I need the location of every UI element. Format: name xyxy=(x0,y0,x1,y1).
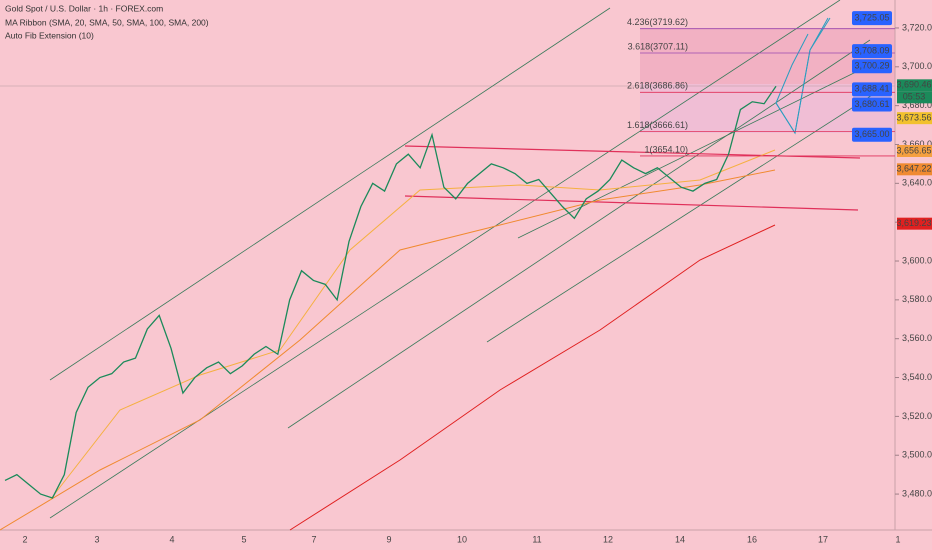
symbol-title: Gold Spot / U.S. Dollar · 1h · FOREX.com xyxy=(5,3,163,13)
axis-tag xyxy=(897,217,932,230)
x-tick-label: 17 xyxy=(818,534,828,544)
x-tick-label: 5 xyxy=(241,534,246,544)
channel-line xyxy=(287,39,871,429)
ma-200 xyxy=(289,224,776,531)
indicator-label: MA Ribbon (SMA, 20, SMA, 50, SMA, 100, S… xyxy=(5,17,209,27)
target-tag xyxy=(852,11,892,26)
x-tick-label: 16 xyxy=(747,534,757,544)
projection xyxy=(775,17,831,135)
channel-line xyxy=(49,7,611,381)
target-tag-label: 3,708.09 xyxy=(854,45,889,55)
y-tick-label: 3,500.00 xyxy=(902,450,932,460)
axis-tag xyxy=(897,79,932,92)
channel-line xyxy=(49,0,841,519)
x-tick-label: 12 xyxy=(603,534,613,544)
target-tag xyxy=(852,127,892,142)
ma-50 xyxy=(49,149,776,501)
target-tag xyxy=(852,59,892,74)
axis-tag-label: 3,673.56 xyxy=(896,113,931,123)
axis-tag-label: 3,647.22 xyxy=(896,164,931,174)
target-tag-label: 3,688.41 xyxy=(854,84,889,94)
fib-label: 1.618(3666.61) xyxy=(627,120,688,130)
axis-tag-label: 3,619.23 xyxy=(896,218,931,228)
y-tick-label: 3,520.00 xyxy=(902,411,932,421)
fib-label: 1(3654.10) xyxy=(644,144,688,154)
y-tick-label: 3,580.00 xyxy=(902,294,932,304)
axis-tag-label: 3,690.46 xyxy=(896,80,931,90)
x-tick-label: 14 xyxy=(675,534,685,544)
axis-tag xyxy=(897,144,932,157)
y-tick-label: 3,720.00 xyxy=(902,22,932,32)
target-tag xyxy=(852,44,892,59)
countdown: 05:53 xyxy=(903,92,926,102)
axis-tag-label: 3,656.65 xyxy=(896,145,931,155)
target-tag-label: 3,665.00 xyxy=(854,129,889,139)
price-line xyxy=(4,85,777,499)
y-tick-label: 3,560.00 xyxy=(902,333,932,343)
y-tick-label: 3,660.00 xyxy=(902,139,932,149)
x-tick-label: 11 xyxy=(532,534,541,544)
axis-tag xyxy=(897,163,932,176)
y-tick-label: 3,480.00 xyxy=(902,488,932,498)
target-tag-label: 3,700.29 xyxy=(854,61,889,71)
axis-tag xyxy=(897,112,932,125)
target-tag-label: 3,725.05 xyxy=(854,13,889,23)
x-tick-label: 4 xyxy=(169,534,174,544)
x-tick-label: 3 xyxy=(94,534,99,544)
x-tick-label: 2 xyxy=(22,534,27,544)
target-tag-label: 3,680.61 xyxy=(854,99,889,109)
indicator-label: Auto Fib Extension (10) xyxy=(5,30,94,40)
y-tick-label: 3,540.00 xyxy=(902,372,932,382)
y-tick-label: 3,700.00 xyxy=(902,61,932,71)
fib-label: 2.618(3686.86) xyxy=(627,81,688,91)
ma-100 xyxy=(0,169,776,531)
x-tick-label: 1 xyxy=(895,534,900,544)
countdown-box xyxy=(897,91,932,104)
range-line xyxy=(404,195,859,211)
projection xyxy=(775,33,809,104)
x-tick-label: 9 xyxy=(386,534,391,544)
y-tick-label: 3,600.00 xyxy=(902,255,932,265)
target-tag xyxy=(852,97,892,112)
y-tick-label: 3,640.00 xyxy=(902,178,932,188)
target-tag xyxy=(852,82,892,97)
fib-label: 3.618(3707.11) xyxy=(628,41,688,51)
x-tick-label: 7 xyxy=(311,534,316,544)
y-tick-label: 3,680.00 xyxy=(902,100,932,110)
x-tick-label: 10 xyxy=(457,534,467,544)
fib-label: 4.236(3719.62) xyxy=(627,17,688,27)
